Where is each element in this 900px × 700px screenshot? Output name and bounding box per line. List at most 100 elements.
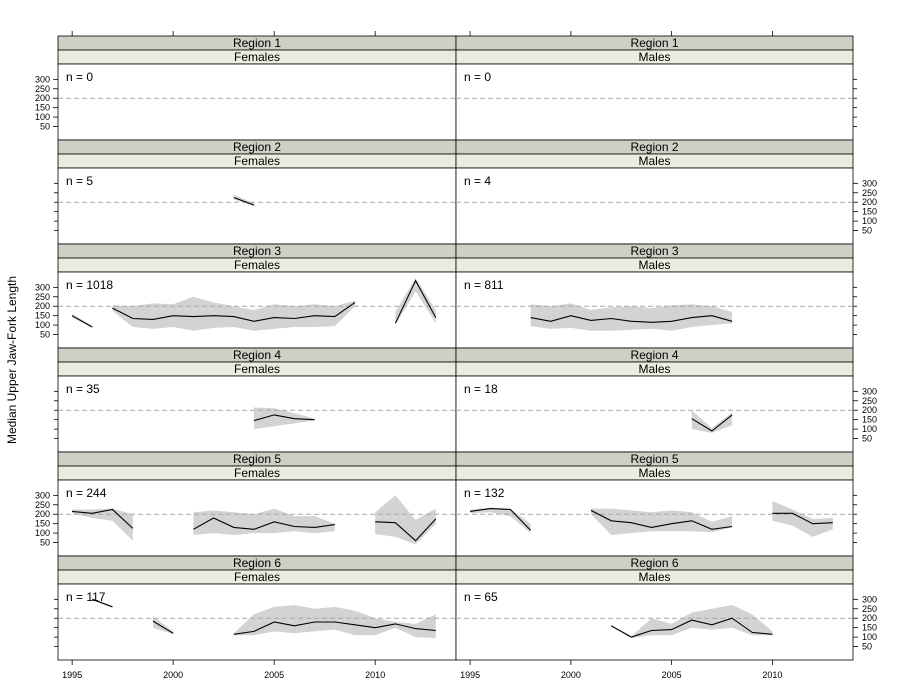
median-line: [772, 512, 833, 525]
strip-region-label: Region 6: [233, 556, 281, 570]
strip-sex-label: Females: [234, 570, 280, 584]
y-tick-label: 50: [862, 434, 872, 444]
y-tick-label: 250: [862, 188, 877, 198]
x-tick-label: 2000: [561, 670, 581, 680]
y-tick-label: 250: [35, 500, 50, 510]
panel-data: [456, 501, 853, 537]
median-line: [470, 508, 531, 531]
y-tick-label: 250: [35, 84, 50, 94]
strip-region-label: Region 4: [233, 348, 281, 362]
x-tick-label: 2010: [762, 670, 782, 680]
ci-band: [375, 495, 436, 545]
panel-frame: [455, 167, 854, 245]
median-line: [233, 196, 255, 206]
y-tick-label: 200: [35, 509, 50, 519]
strip-region-label: Region 5: [630, 452, 678, 466]
y-tick-label: 200: [35, 93, 50, 103]
y-tick-label: 300: [35, 282, 50, 292]
sample-size-label: n = 18: [464, 382, 498, 396]
strip-region-label: Region 5: [233, 452, 281, 466]
y-tick-label: 200: [862, 613, 877, 623]
panel-data: [58, 598, 456, 639]
sample-size-label: n = 5: [66, 174, 93, 188]
y-tick-label: 250: [862, 604, 877, 614]
strip-sex-label: Females: [234, 154, 280, 168]
strip-region-label: Region 1: [630, 36, 678, 50]
strip-sex-label: Females: [234, 50, 280, 64]
strip-region-label: Region 1: [233, 36, 281, 50]
ci-band: [591, 508, 733, 535]
y-axis-label: Median Upper Jaw-Fork Length: [5, 276, 19, 444]
panel-data: [456, 303, 853, 331]
axis-ticks: 1995 2000 2005 2010 1995 2000 2005 2010: [62, 31, 782, 680]
y-tick-label: 150: [35, 103, 50, 113]
ci-band: [112, 296, 355, 331]
strip-sex-label: Females: [234, 362, 280, 376]
median-line: [631, 617, 773, 638]
panel-frame: [455, 375, 854, 453]
panel-data: [58, 495, 456, 545]
sample-size-label: n = 0: [66, 70, 93, 84]
y-tick-label: 250: [862, 396, 877, 406]
median-line: [193, 517, 335, 530]
y-tick-label: 150: [862, 623, 877, 633]
median-line: [233, 621, 436, 635]
median-line: [253, 414, 315, 422]
sample-size-label: n = 4: [464, 174, 491, 188]
y-tick-label: 250: [35, 292, 50, 302]
y-tick-label: 100: [862, 216, 877, 226]
y-tick-label: 300: [35, 74, 50, 84]
panel-data: [58, 277, 456, 331]
y-tick-label: 100: [862, 424, 877, 434]
y-tick-label: 150: [35, 311, 50, 321]
y-tick-label: 100: [862, 632, 877, 642]
median-line: [530, 315, 733, 323]
y-tick-label: 200: [862, 405, 877, 415]
x-tick-label: 2010: [365, 670, 385, 680]
y-tick-label: 50: [40, 538, 50, 548]
strip-sex-label: Males: [638, 570, 670, 584]
strip-sex-label: Females: [234, 466, 280, 480]
panel-data: [58, 407, 456, 430]
median-line: [112, 301, 356, 322]
y-tick-label: 50: [862, 642, 872, 652]
x-tick-label: 1995: [460, 670, 480, 680]
strip-sex-label: Males: [638, 258, 670, 272]
x-tick-label: 2000: [163, 670, 183, 680]
y-tick-label: 200: [862, 197, 877, 207]
y-tick-label: 50: [40, 330, 50, 340]
median-line: [590, 509, 733, 530]
strip-region-label: Region 3: [233, 244, 281, 258]
strip-region-label: Region 2: [630, 140, 678, 154]
strip-region-label: Region 3: [630, 244, 678, 258]
sample-size-label: n = 35: [66, 382, 100, 396]
y-tick-label: 150: [862, 415, 877, 425]
strip-sex-label: Males: [638, 154, 670, 168]
panel-data: [456, 605, 853, 639]
sample-size-label: n = 0: [464, 70, 491, 84]
sample-size-label: n = 244: [66, 486, 107, 500]
median-line: [375, 518, 437, 542]
ci-band: [691, 410, 733, 433]
sample-size-label: n = 117: [66, 590, 106, 604]
x-tick-label: 1995: [62, 670, 82, 680]
sample-size-label: n = 65: [464, 590, 498, 604]
y-tick-label: 100: [35, 528, 50, 538]
panel-data: [58, 194, 456, 206]
sample-size-label: n = 1018: [66, 278, 113, 292]
y-tick-label: 300: [862, 178, 877, 188]
x-tick-label: 2005: [662, 670, 682, 680]
strip-sex-label: Females: [234, 258, 280, 272]
y-tick-label: 200: [35, 301, 50, 311]
x-tick-label: 2005: [264, 670, 284, 680]
strip-region-label: Region 6: [630, 556, 678, 570]
